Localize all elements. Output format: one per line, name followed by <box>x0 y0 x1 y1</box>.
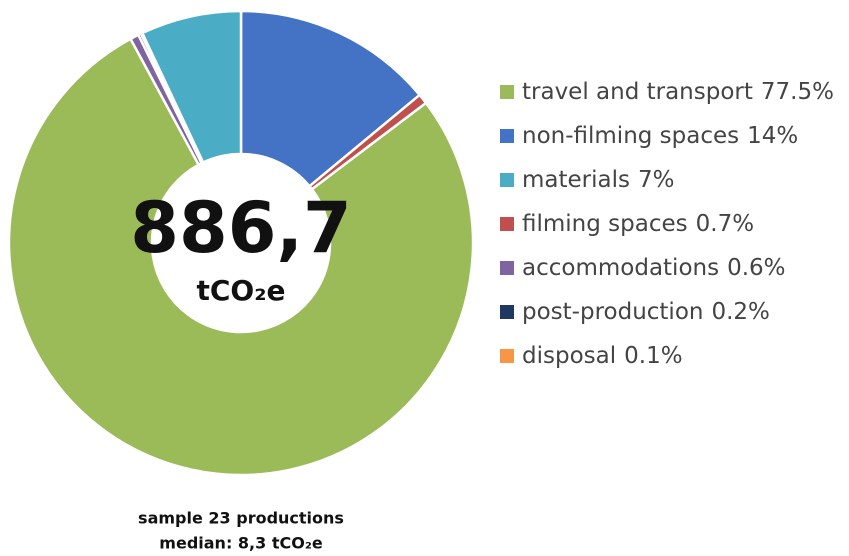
legend-swatch <box>500 85 514 99</box>
legend-name: accommodations <box>522 255 719 281</box>
legend-swatch <box>500 261 514 275</box>
slice <box>140 9 243 165</box>
legend-name: filming spaces <box>522 211 688 237</box>
legend-name: non-filming spaces <box>522 123 739 149</box>
legend-value: 0.1% <box>624 343 682 369</box>
slice <box>7 37 475 477</box>
note: sample 23 productions <box>138 509 344 528</box>
slice <box>239 9 422 188</box>
legend-label: post-production 0.2% <box>522 299 770 325</box>
legend-value: 0.2% <box>711 299 769 325</box>
legend-swatch <box>500 129 514 143</box>
legend-label: accommodations 0.6% <box>522 255 786 281</box>
legend-value: 0.6% <box>727 255 785 281</box>
legend-label: disposal 0.1% <box>522 343 683 369</box>
legend-value: 0.7% <box>696 211 754 237</box>
legend-swatch <box>500 217 514 231</box>
center-value: 886,7 <box>130 187 351 269</box>
legend-name: disposal <box>522 343 616 369</box>
legend-name: travel and transport <box>522 79 753 105</box>
legend-swatch <box>500 173 514 187</box>
legend-value: 77.5% <box>761 79 834 105</box>
legend-label: non-filming spaces 14% <box>522 123 798 149</box>
legend-name: materials <box>522 167 630 193</box>
legend-label: travel and transport 77.5% <box>522 79 834 105</box>
note: median: 8,3 tCO₂e <box>159 534 323 553</box>
legend-name: post-production <box>522 299 703 325</box>
legend-swatch <box>500 305 514 319</box>
center-unit: tCO₂e <box>197 274 286 307</box>
legend-value: 14% <box>747 123 798 149</box>
legend-label: materials 7% <box>522 167 674 193</box>
legend-value: 7% <box>638 167 675 193</box>
legend-swatch <box>500 349 514 363</box>
legend-label: filming spaces 0.7% <box>522 211 754 237</box>
